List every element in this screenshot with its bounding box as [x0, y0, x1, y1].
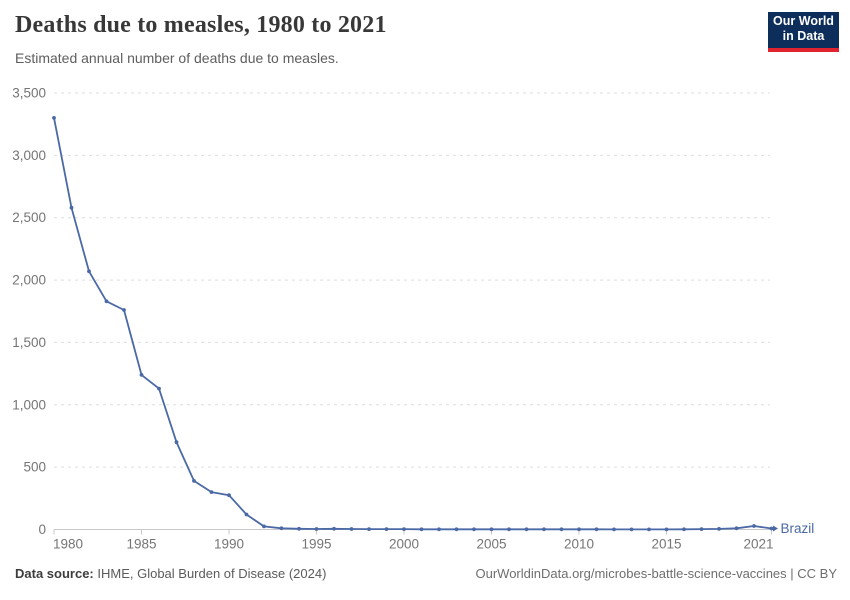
data-point [419, 527, 424, 532]
data-point [209, 490, 214, 494]
y-axis-tick-label: 3,000 [12, 148, 46, 163]
y-axis-tick-label: 1,000 [12, 397, 46, 412]
data-point [647, 527, 651, 532]
data-point [699, 527, 704, 531]
data-point [279, 526, 284, 531]
data-point [489, 527, 494, 532]
data-point [594, 527, 599, 532]
y-axis-tick-label: 2,000 [12, 273, 46, 288]
data-point [314, 527, 319, 531]
x-axis-tick-label: 2021 [743, 537, 773, 552]
data-point [577, 527, 581, 532]
owid-logo: Our World in Data [768, 12, 839, 52]
x-axis-tick-label: 1980 [53, 537, 83, 552]
data-point [664, 527, 669, 532]
x-axis-tick-label: 2000 [389, 537, 419, 552]
page-title: Deaths due to measles, 1980 to 2021 [15, 12, 387, 38]
y-axis-tick-label: 500 [23, 460, 46, 475]
data-point [507, 527, 511, 532]
data-point [122, 308, 126, 312]
data-point [472, 527, 476, 532]
data-point [139, 373, 144, 377]
x-axis-tick-label: 2015 [651, 537, 681, 552]
data-source: Data source: IHME, Global Burden of Dise… [15, 566, 326, 581]
data-point [192, 479, 196, 483]
logo-line-1: Our World [773, 14, 834, 28]
x-axis-tick-label: 1985 [126, 537, 156, 552]
data-point [69, 205, 74, 210]
data-point [349, 527, 354, 531]
data-point [752, 524, 756, 528]
data-point [384, 527, 389, 531]
footer-link[interactable]: OurWorldinData.org/microbes-battle-scien… [475, 566, 838, 581]
x-axis-tick-label: 2010 [564, 537, 594, 552]
data-source-text: IHME, Global Burden of Disease (2024) [93, 566, 327, 581]
data-point [87, 269, 91, 274]
data-point [734, 526, 739, 531]
data-point [612, 527, 616, 532]
y-axis-tick-label: 1,500 [12, 335, 46, 350]
x-axis-tick-label: 2005 [476, 537, 506, 552]
chart-footer: Data source: IHME, Global Burden of Dise… [15, 566, 837, 581]
y-axis-tick-label: 0 [38, 522, 46, 537]
data-point [104, 299, 109, 304]
data-point [629, 527, 634, 532]
x-axis-tick-label: 1990 [214, 537, 244, 552]
data-point [437, 527, 441, 532]
data-source-label: Data source: [15, 566, 94, 581]
y-axis-tick-label: 3,500 [12, 86, 46, 101]
data-point [542, 527, 546, 532]
data-point [454, 527, 459, 532]
data-point [262, 524, 266, 529]
x-axis-tick-label: 1995 [301, 537, 331, 552]
data-point [157, 386, 161, 391]
data-point [244, 512, 249, 517]
data-point [769, 526, 774, 531]
data-point [52, 116, 56, 120]
chart-subtitle: Estimated annual number of deaths due to… [15, 50, 339, 66]
data-point [297, 526, 301, 531]
line-end-arrow-icon [773, 525, 778, 532]
series-line-brazil [53, 117, 773, 531]
y-axis-tick-label: 2,500 [12, 210, 46, 225]
data-point [227, 493, 231, 498]
data-point [524, 527, 529, 532]
series-label-brazil: Brazil [781, 521, 815, 536]
data-point [332, 526, 336, 531]
data-point [174, 440, 179, 445]
data-point [402, 527, 406, 531]
logo-line-2: in Data [782, 29, 825, 43]
data-point [367, 527, 371, 531]
data-point [559, 527, 564, 532]
data-point [717, 527, 721, 531]
data-point [682, 527, 686, 532]
